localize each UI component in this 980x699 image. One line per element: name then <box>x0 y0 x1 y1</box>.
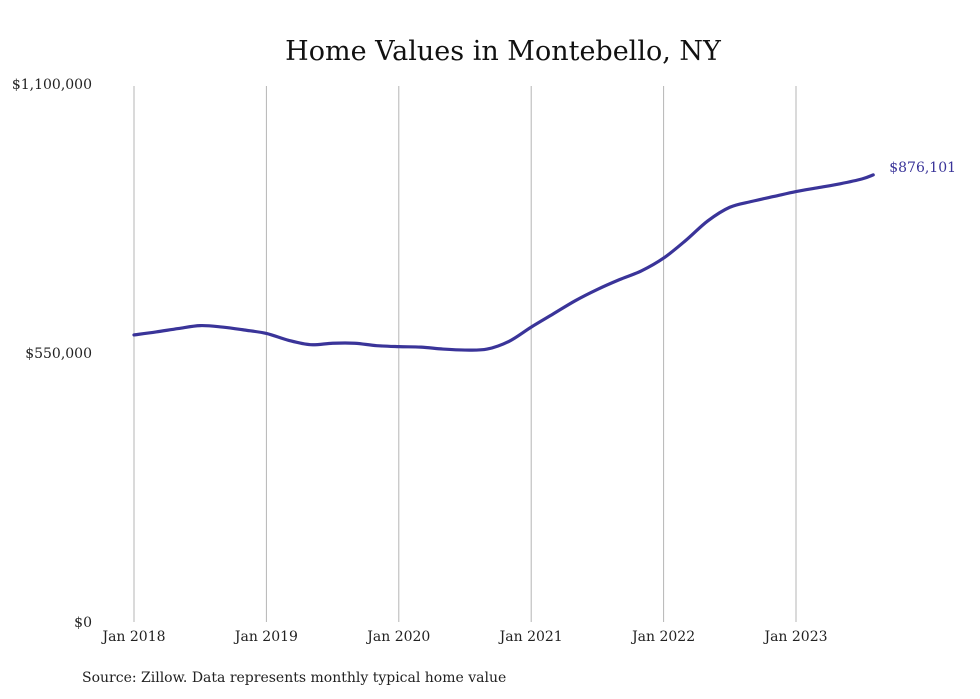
y-tick-label: $0 <box>74 615 92 631</box>
x-tick-label: Jan 2023 <box>762 629 827 645</box>
x-tick-label: Jan 2020 <box>365 629 430 645</box>
x-tick-label: Jan 2021 <box>498 629 563 645</box>
y-tick-label: $1,100,000 <box>12 77 92 93</box>
y-tick-label: $550,000 <box>25 346 92 362</box>
end-value-label: $876,101 <box>889 160 956 176</box>
x-tick-label: Jan 2018 <box>100 629 165 645</box>
x-tick-label: Jan 2022 <box>630 629 695 645</box>
x-tick-label: Jan 2019 <box>233 629 298 645</box>
series-layer: $876,101 <box>132 160 956 352</box>
gridlines <box>133 86 797 622</box>
y-axis-ticks: $0 $550,000 $1,100,000 <box>12 77 92 631</box>
source-note: Source: Zillow. Data represents monthly … <box>82 670 506 686</box>
series-line <box>132 173 875 352</box>
chart-title: Home Values in Montebello, NY <box>285 36 722 67</box>
x-axis-ticks: Jan 2018 Jan 2019 Jan 2020 Jan 2021 Jan 2022… <box>100 629 827 645</box>
